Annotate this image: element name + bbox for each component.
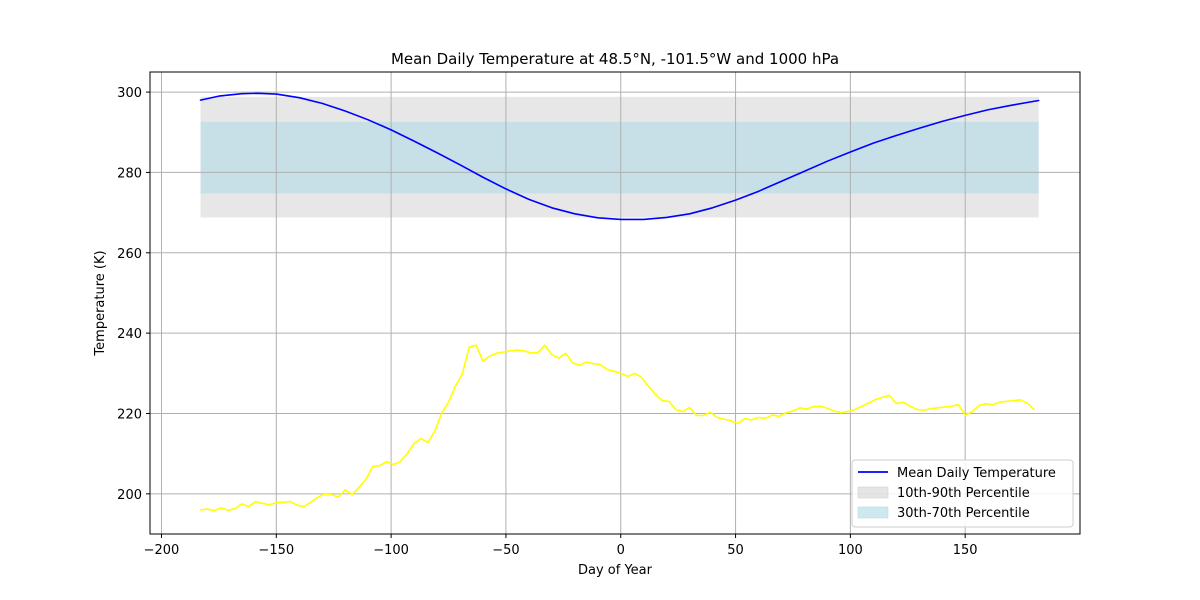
legend-swatch-10-90 [857, 486, 889, 499]
legend-label-30-70: 30th-70th Percentile [897, 506, 1030, 521]
legend-swatch-30-70 [857, 506, 889, 519]
legend-label-mean: Mean Daily Temperature [897, 466, 1056, 481]
y-tick-label: 260 [117, 247, 142, 262]
x-tick-label: 100 [838, 543, 863, 558]
legend: Mean Daily Temperature 10th-90th Percent… [851, 459, 1074, 528]
band-30-70-percentile [200, 121, 1039, 194]
plot-frame [149, 71, 1081, 535]
y-tick-label: 300 [117, 86, 142, 101]
y-tick-label: 200 [117, 488, 142, 503]
plot-area [150, 72, 1080, 534]
x-tick-label: −50 [492, 543, 519, 558]
chart-title: Mean Daily Temperature at 48.5°N, -101.5… [391, 50, 839, 68]
series-line-yellow [199, 344, 1035, 512]
legend-frame [851, 459, 1074, 528]
x-tick-label: 0 [617, 543, 625, 558]
y-tick-label: 280 [117, 166, 142, 181]
y-tick-label: 220 [117, 407, 142, 422]
series-line-mean-daily-temperature [199, 92, 1040, 221]
x-tick-label: 150 [953, 543, 978, 558]
legend-label-10-90: 10th-90th Percentile [897, 486, 1030, 501]
x-tick-label: −200 [144, 543, 180, 558]
y-axis-label: Temperature (K) [93, 250, 108, 356]
x-axis-label: Day of Year [578, 563, 653, 578]
x-tick-label: 50 [727, 543, 744, 558]
axis-ticks: −200 −150 −100 −50 0 50 100 150 200 220 240 260 280 3… [117, 86, 977, 558]
x-tick-label: −100 [373, 543, 409, 558]
y-tick-label: 240 [117, 327, 142, 342]
x-tick-label: −150 [258, 543, 294, 558]
